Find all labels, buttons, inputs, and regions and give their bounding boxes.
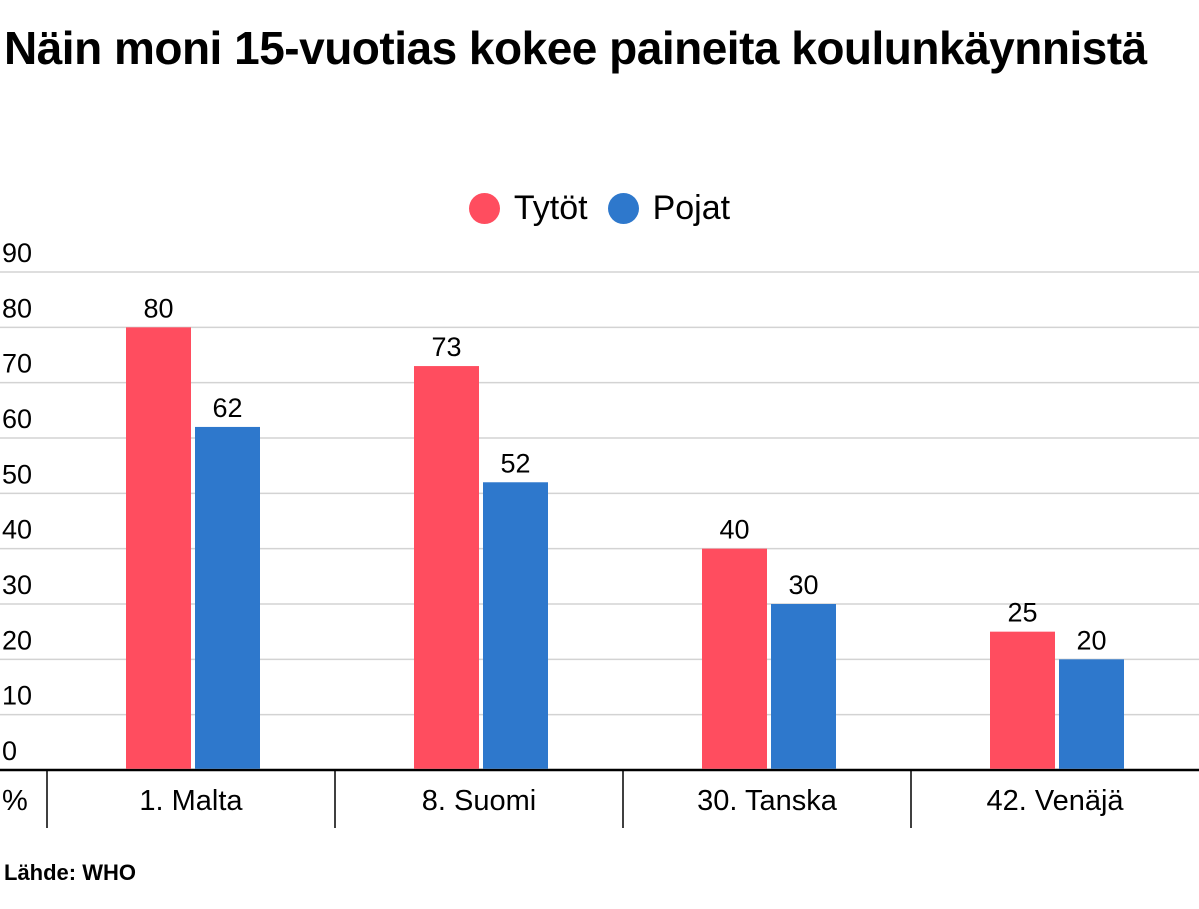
data-label: 20 — [1076, 625, 1106, 655]
x-tick-label: 42. Venäjä — [986, 785, 1124, 817]
y-tick-label: 60 — [2, 404, 32, 434]
y-axis-unit-label: % — [2, 785, 28, 817]
y-tick-label: 90 — [2, 238, 32, 268]
data-label: 80 — [143, 293, 173, 323]
data-label: 73 — [431, 332, 461, 362]
data-label: 40 — [719, 515, 749, 545]
bar-tytot — [990, 631, 1055, 769]
bar-tytot — [126, 327, 191, 769]
bar-pojat — [195, 426, 260, 769]
data-label: 62 — [212, 393, 242, 423]
legend-label-tytot: Tytöt — [513, 188, 588, 227]
y-tick-label: 80 — [2, 293, 32, 323]
y-tick-label: 40 — [2, 515, 32, 545]
data-label: 52 — [500, 448, 530, 478]
source-note: Lähde: WHO — [4, 860, 136, 885]
legend-item-pojat: Pojat — [607, 188, 731, 228]
bar-pojat — [771, 604, 836, 769]
bar-tytot — [414, 366, 479, 769]
bar-tytot — [702, 548, 767, 769]
data-label: 25 — [1007, 598, 1037, 628]
chart-title: Näin moni 15-vuotias kokee paineita koul… — [4, 22, 1147, 74]
y-tick-label: 10 — [2, 681, 32, 711]
y-tick-label: 30 — [2, 570, 32, 600]
y-tick-label: 20 — [2, 625, 32, 655]
legend-label-pojat: Pojat — [652, 188, 731, 227]
bar-pojat — [483, 482, 548, 769]
x-tick-label: 30. Tanska — [697, 785, 838, 817]
legend-item-tytot: Tytöt — [468, 188, 588, 228]
x-tick-label: 1. Malta — [139, 785, 243, 817]
legend-dot-tytot — [468, 192, 500, 224]
data-label: 30 — [788, 570, 818, 600]
x-tick-label: 8. Suomi — [422, 785, 536, 817]
y-tick-label: 0 — [2, 736, 17, 766]
chart-legend: Tytöt Pojat — [0, 183, 1199, 233]
bar-pojat — [1059, 659, 1124, 769]
y-tick-label: 50 — [2, 459, 32, 489]
legend-dot-pojat — [607, 192, 639, 224]
y-tick-label: 70 — [2, 349, 32, 379]
